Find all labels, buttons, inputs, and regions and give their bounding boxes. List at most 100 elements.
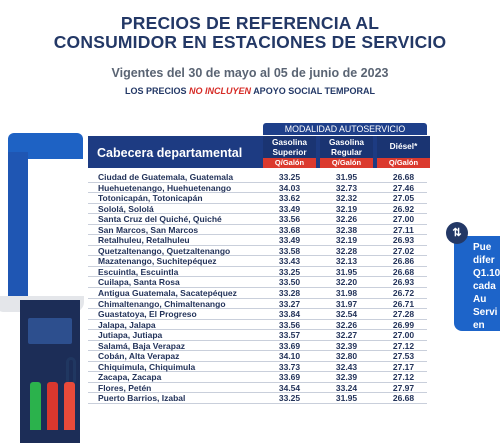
diesel-price: 27.46 — [392, 182, 415, 193]
diesel-price: 26.92 — [392, 203, 415, 214]
superior-price: 33.49 — [278, 203, 301, 214]
city-cell: Retalhuleu, Retalhuleu — [98, 235, 190, 246]
table-row: Totonicapán, Totonicapán 33.62 32.32 27.05 — [88, 193, 427, 204]
superior-price: 33.56 — [278, 214, 301, 225]
table-row: Guastatoya, El Progreso 33.84 32.54 27.28 — [88, 309, 427, 320]
table-row: Retalhuleu, Retalhuleu 33.49 32.19 26.93 — [88, 235, 427, 246]
city-cell: Zacapa, Zacapa — [98, 372, 162, 383]
table-row: Jutiapa, Jutiapa 33.57 32.27 27.00 — [88, 330, 427, 341]
regular-price: 33.24 — [335, 382, 358, 393]
note-suffix: APOYO SOCIAL TEMPORAL — [253, 86, 376, 96]
city-cell: Escuintla, Escuintla — [98, 266, 179, 277]
regular-price: 32.13 — [335, 256, 358, 267]
diesel-price: 27.97 — [392, 382, 415, 393]
diesel-price: 26.93 — [392, 235, 415, 246]
superior-price: 34.54 — [278, 382, 301, 393]
note-emphasis: NO INCLUYEN — [189, 86, 252, 96]
superior-price: 33.62 — [278, 193, 301, 204]
regular-price: 31.98 — [335, 288, 358, 299]
diesel-price: 26.68 — [392, 172, 415, 182]
table-row: Sololá, Sololá 33.49 32.19 26.92 — [88, 204, 427, 215]
regular-price: 31.95 — [335, 393, 358, 404]
table-row: Puerto Barrios, Izabal 33.25 31.95 26.68 — [88, 393, 427, 405]
city-cell: Huehuetenango, Huehuetenango — [98, 182, 232, 193]
diesel-price: 27.05 — [392, 193, 415, 204]
regular-price: 32.26 — [335, 214, 358, 225]
unit-label: Q/Galón — [263, 158, 316, 168]
up-down-arrows-icon: ⇅ — [446, 222, 468, 244]
superior-price: 33.25 — [278, 266, 301, 277]
table-row: Zacapa, Zacapa 33.69 32.39 27.12 — [88, 372, 427, 383]
table-row: Santa Cruz del Quiché, Quiché 33.56 32.26 2… — [88, 214, 427, 225]
table-row: Chimaltenango, Chimaltenango 33.27 31.97 26… — [88, 299, 427, 310]
superior-price: 33.25 — [278, 393, 301, 404]
regular-price: 32.32 — [335, 193, 358, 204]
table-row: Escuintla, Escuintla 33.25 31.95 26.68 — [88, 267, 427, 278]
diesel-price: 27.12 — [392, 340, 415, 351]
city-cell: Ciudad de Guatemala, Guatemala — [98, 172, 234, 182]
city-cell: Santa Cruz del Quiché, Quiché — [98, 214, 222, 225]
superior-price: 33.56 — [278, 319, 301, 330]
diesel-price: 26.68 — [392, 266, 415, 277]
column-name-sub: Regular — [331, 147, 362, 157]
diesel-price: 27.02 — [392, 245, 415, 256]
pump-column-decoration — [8, 152, 28, 302]
regular-price: 31.95 — [335, 266, 358, 277]
superior-price: 33.84 — [278, 309, 301, 320]
pump-screen — [28, 318, 72, 344]
info-line: Servi — [473, 307, 498, 318]
city-cell: Guastatoya, El Progreso — [98, 309, 197, 320]
city-cell: Jutiapa, Jutiapa — [98, 330, 163, 341]
superior-price: 33.57 — [278, 330, 301, 341]
superior-price: 33.27 — [278, 298, 301, 309]
city-cell: Antigua Guatemala, Sacatepéquez — [98, 288, 237, 299]
city-cell: Chimaltenango, Chimaltenango — [98, 298, 226, 309]
diesel-price: 27.11 — [393, 224, 414, 235]
note-prefix: LOS PRECIOS — [124, 86, 187, 96]
red-nozzle-icon — [64, 382, 75, 430]
diesel-price: 27.28 — [392, 309, 415, 320]
city-cell: Totonicapán, Totonicapán — [98, 193, 203, 204]
regular-price: 31.97 — [335, 298, 358, 309]
diesel-price: 26.71 — [392, 298, 415, 309]
city-cell: Flores, Petén — [98, 382, 152, 393]
column-header-superior: Gasolina Superior — [263, 136, 316, 158]
city-cell: Chiquimula, Chiquimula — [98, 361, 196, 372]
superior-price: 33.49 — [278, 235, 301, 246]
regular-price: 32.43 — [335, 361, 358, 372]
superior-price: 34.03 — [278, 182, 301, 193]
city-cell: Jalapa, Jalapa — [98, 319, 156, 330]
info-line: cada — [473, 281, 496, 292]
regular-price: 32.54 — [335, 309, 358, 320]
diesel-price: 27.12 — [392, 372, 415, 383]
info-line: difer — [473, 255, 495, 266]
regular-price: 32.19 — [335, 203, 358, 214]
regular-price: 32.38 — [335, 224, 358, 235]
table-row: Mazatenango, Suchitepéquez 33.43 32.13 26.8… — [88, 256, 427, 267]
regular-price: 32.28 — [335, 245, 358, 256]
table-row: Cuilapa, Santa Rosa 33.50 32.20 26.93 — [88, 277, 427, 289]
table-row: Chiquimula, Chiquimula 33.73 32.43 27.17 — [88, 362, 427, 373]
regular-price: 32.20 — [335, 277, 358, 288]
info-line: Q1.10 — [473, 268, 500, 279]
diesel-price: 27.00 — [392, 330, 415, 341]
price-note: LOS PRECIOS NO INCLUYEN APOYO SOCIAL TEM… — [0, 86, 500, 96]
table-row: Ciudad de Guatemala, Guatemala 33.25 31.95… — [88, 172, 427, 183]
column-name: Gasolina — [271, 137, 308, 147]
column-name-sub: Superior — [272, 147, 307, 157]
regular-price: 31.95 — [335, 172, 358, 182]
info-box — [454, 236, 500, 331]
table-row: Cobán, Alta Verapaz 34.10 32.80 27.53 — [88, 351, 427, 362]
superior-price: 33.73 — [278, 361, 301, 372]
column-header-regular: Gasolina Regular — [320, 136, 373, 158]
regular-price: 32.26 — [335, 319, 358, 330]
info-line: Pue — [473, 242, 492, 253]
modality-band: MODALIDAD AUTOSERVICIO — [263, 123, 427, 135]
superior-price: 33.69 — [278, 372, 301, 383]
superior-price: 33.43 — [278, 256, 301, 267]
city-cell: Cobán, Alta Verapaz — [98, 351, 180, 362]
table-row: Flores, Petén 34.54 33.24 27.97 — [88, 383, 427, 394]
diesel-price: 27.53 — [392, 351, 415, 362]
diesel-price: 26.68 — [392, 393, 415, 404]
superior-price: 33.58 — [278, 245, 301, 256]
